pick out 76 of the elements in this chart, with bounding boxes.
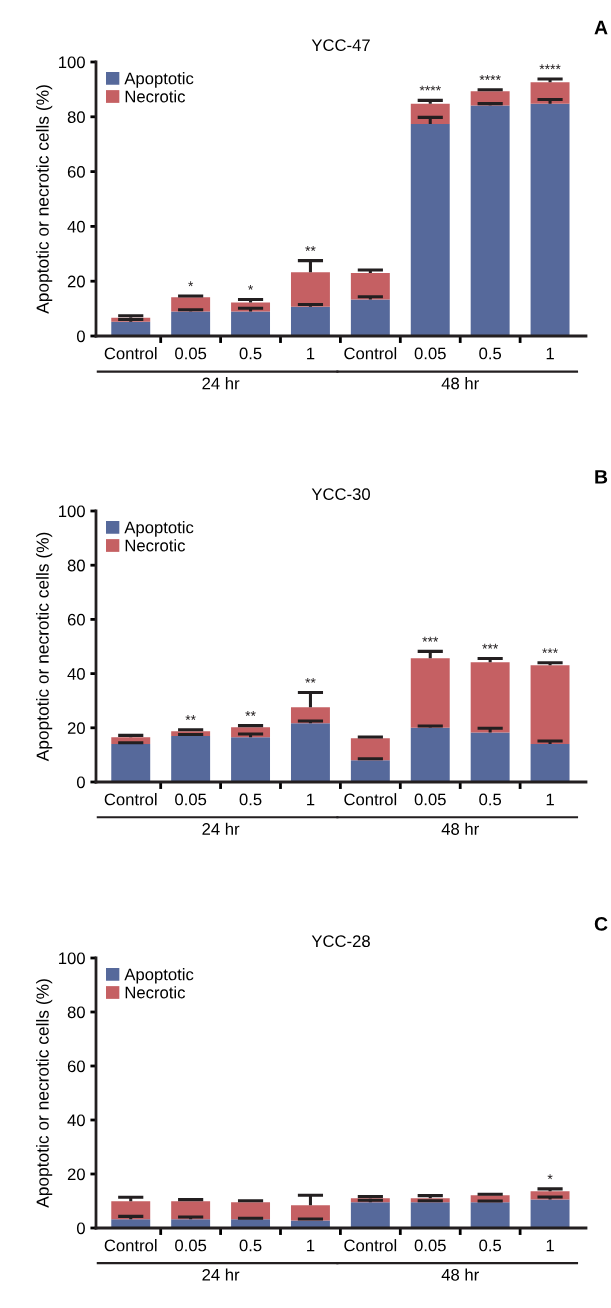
text: 48 hr [441, 822, 479, 835]
x-tick-label: Control [104, 793, 157, 806]
data-label: ** [305, 246, 316, 251]
legend-label: Necrotic [125, 90, 186, 103]
chart-title: YCC-30 [311, 488, 370, 501]
data-label: ** [305, 677, 316, 683]
chart-title: YCC-47 [311, 39, 370, 52]
y-tick-label: 20 [67, 275, 85, 288]
text: 48 hr [441, 1268, 479, 1281]
legend-label: Apoptotic [124, 968, 194, 984]
x-tick-label: Control [104, 1239, 157, 1252]
x-tick-label: Control [344, 793, 397, 806]
data-label: **** [479, 75, 501, 80]
legend-label: Necrotic [125, 986, 186, 999]
x-tick-label: 1 [307, 793, 315, 806]
y-axis-title: Apoptotic or necrotic cells (%) [36, 979, 53, 1208]
y-tick-label: 100 [59, 505, 85, 518]
y-tick-label: 0 [76, 776, 85, 789]
text: 24 hr [202, 377, 240, 390]
x-tick-label: 0.05 [414, 793, 446, 806]
x-tick-label: 0.5 [479, 793, 502, 806]
data-label: * [547, 1174, 553, 1180]
y-tick-label: 80 [67, 1006, 85, 1019]
y-tick-label: 100 [59, 952, 85, 965]
y-tick-label: 0 [76, 1222, 85, 1235]
data-label: **** [419, 85, 441, 91]
data-label: **** [539, 64, 561, 70]
data-label: ** [245, 711, 256, 716]
y-axis-title: Apoptotic or necrotic cells (%) [36, 532, 53, 762]
x-tick-label: 1 [546, 347, 554, 360]
legend-label: Apoptotic [124, 72, 194, 88]
x-tick-label: Control [104, 347, 157, 360]
legend-label: Apoptotic [124, 521, 194, 537]
y-tick-label: 60 [67, 1060, 85, 1073]
y-tick-label: 60 [67, 166, 85, 178]
text: 24 hr [202, 1268, 240, 1281]
y-tick-label: 0 [76, 330, 85, 343]
text: A [594, 20, 608, 35]
data-label: *** [422, 636, 439, 642]
y-tick-label: 20 [67, 1168, 85, 1181]
x-tick-label: 1 [546, 1239, 554, 1252]
y-tick-label: 40 [67, 668, 85, 680]
y-tick-label: 40 [67, 1114, 85, 1127]
x-tick-label: Control [344, 1239, 397, 1252]
data-label: ** [185, 715, 196, 720]
x-tick-label: 0.5 [479, 347, 502, 360]
y-tick-label: 20 [67, 722, 85, 734]
x-tick-label: Control [344, 347, 397, 360]
x-tick-label: 1 [307, 347, 315, 360]
x-tick-label: 0.5 [239, 347, 262, 360]
x-tick-label: 0.5 [479, 1239, 502, 1252]
x-tick-label: 0.05 [175, 1239, 207, 1252]
y-tick-label: 40 [67, 220, 85, 233]
data-label: *** [482, 643, 499, 649]
x-tick-label: 1 [307, 1239, 315, 1252]
data-label: * [188, 281, 194, 287]
text: B [595, 470, 608, 484]
chart-title: YCC-28 [311, 935, 370, 948]
x-tick-label: 0.05 [175, 793, 207, 806]
x-tick-label: 0.05 [175, 347, 207, 360]
x-tick-label: 0.05 [414, 347, 446, 360]
text: C [594, 917, 608, 931]
x-tick-label: 0.05 [414, 1239, 446, 1252]
legend-label: Necrotic [125, 539, 186, 552]
y-tick-label: 80 [67, 559, 85, 572]
text: 24 hr [202, 822, 240, 835]
data-label: * [248, 284, 254, 290]
text: 48 hr [441, 377, 479, 390]
y-axis-title: Apoptotic or necrotic cells (%) [36, 85, 53, 314]
data-label: *** [542, 648, 558, 654]
y-tick-label: 60 [67, 613, 85, 626]
x-tick-label: 0.5 [239, 793, 262, 806]
y-tick-label: 100 [59, 56, 85, 69]
x-tick-label: 1 [546, 793, 554, 806]
x-tick-label: 0.5 [239, 1239, 262, 1252]
y-tick-label: 80 [67, 111, 85, 123]
